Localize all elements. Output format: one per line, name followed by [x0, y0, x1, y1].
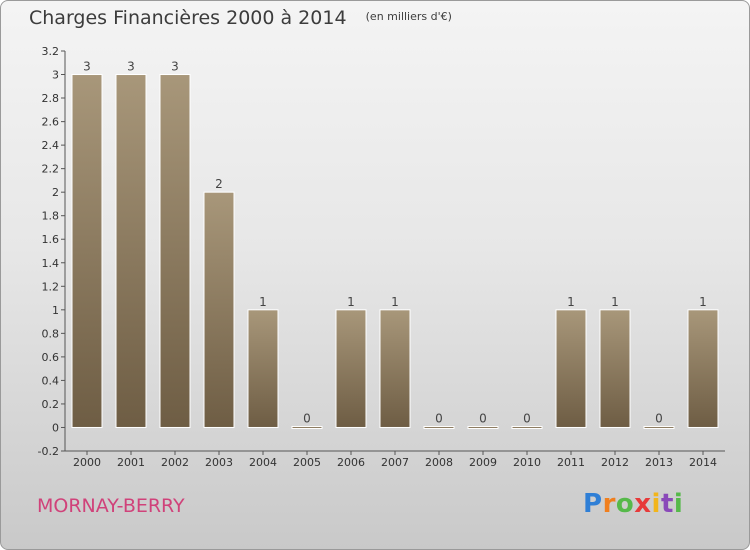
data-label-2008: 0 — [435, 411, 443, 425]
y-tick-label: 3.2 — [42, 45, 60, 58]
y-tick-label: 2.6 — [42, 116, 60, 129]
logo-letter: o — [615, 489, 635, 519]
y-tick-label: 1 — [52, 304, 59, 317]
x-tick-label: 2014 — [689, 456, 717, 469]
x-tick-label: 2010 — [513, 456, 541, 469]
data-label-2014: 1 — [699, 295, 707, 309]
x-tick-label: 2009 — [469, 456, 497, 469]
x-axis: 2000 2001 2002 2003 2004 2005 2006 2007 2008 2009… — [65, 450, 725, 469]
x-tick-label: 2006 — [337, 456, 365, 469]
data-label-2002: 3 — [171, 60, 179, 74]
logo-letter: P — [583, 489, 603, 519]
y-tick-label: 1.4 — [42, 257, 60, 270]
data-label-2009: 0 — [479, 411, 487, 425]
y-tick-label: 2.8 — [42, 92, 60, 105]
data-label-2011: 1 — [567, 295, 575, 309]
data-label-2000: 3 — [83, 60, 91, 74]
bar-2006[interactable] — [335, 309, 367, 428]
bar-2010[interactable] — [511, 425, 543, 429]
x-tick-label: 2007 — [381, 456, 409, 469]
x-tick-label: 2013 — [645, 456, 673, 469]
logo-letter: x — [634, 489, 652, 519]
logo-letter: i — [651, 489, 661, 519]
data-label-2012: 1 — [611, 295, 619, 309]
data-label-2013: 0 — [655, 411, 663, 425]
y-tick-label: 1.8 — [42, 210, 60, 223]
data-label-2003: 2 — [215, 177, 223, 191]
bar-2002[interactable] — [159, 74, 191, 428]
x-tick-label: 2005 — [293, 456, 321, 469]
x-tick-label: 2008 — [425, 456, 453, 469]
y-tick-label: 2 — [52, 186, 59, 199]
bar-2013[interactable] — [643, 425, 675, 429]
y-tick-label: 1.2 — [42, 280, 60, 293]
y-tick-label: 2.4 — [42, 139, 60, 152]
data-label-2004: 1 — [259, 295, 267, 309]
y-tick-label: 2.2 — [42, 163, 60, 176]
data-labels: 3 3 3 2 1 0 1 1 0 0 0 1 1 0 1 — [83, 60, 707, 426]
commune-name: MORNAY-BERRY — [37, 495, 185, 517]
logo-letter: i — [673, 489, 684, 519]
x-tick-label: 2001 — [117, 456, 145, 469]
chart-title: Charges Financières 2000 à 2014 — [29, 7, 347, 29]
bar-2014[interactable] — [687, 309, 719, 428]
title-row: Charges Financières 2000 à 2014 (en mill… — [29, 7, 452, 29]
y-tick-label: 0.2 — [42, 398, 60, 411]
data-label-2010: 0 — [523, 411, 531, 425]
logo-letter: t — [660, 489, 674, 519]
bar-2008[interactable] — [423, 425, 455, 429]
bar-2001[interactable] — [115, 74, 147, 428]
y-tick-label: 3 — [52, 69, 59, 82]
x-tick-label: 2003 — [205, 456, 233, 469]
bar-2004[interactable] — [247, 309, 279, 428]
x-tick-label: 2012 — [601, 456, 629, 469]
y-axis: -0.2 0 0.2 0.4 0.6 0.8 1 1.2 1.4 1.6 1.8 2 2.2 2.4 2.6… — [38, 45, 66, 458]
x-tick-label: 2004 — [249, 456, 277, 469]
chart-subtitle: (en milliers d'€) — [365, 10, 452, 23]
bar-2005[interactable] — [291, 425, 323, 429]
y-tick-label: -0.2 — [38, 445, 59, 458]
y-tick-label: 0.4 — [42, 374, 60, 387]
y-tick-label: 0 — [52, 421, 59, 434]
data-label-2006: 1 — [347, 295, 355, 309]
data-label-2005: 0 — [303, 411, 311, 425]
x-tick-label: 2011 — [557, 456, 585, 469]
data-label-2007: 1 — [391, 295, 399, 309]
data-label-2001: 3 — [127, 60, 135, 74]
y-tick-label: 1.6 — [42, 233, 60, 246]
bar-2003[interactable] — [203, 191, 235, 428]
bar-2007[interactable] — [379, 309, 411, 428]
bar-2012[interactable] — [599, 309, 631, 428]
x-tick-label: 2000 — [73, 456, 101, 469]
bars — [71, 74, 719, 429]
bar-2011[interactable] — [555, 309, 587, 428]
bar-2009[interactable] — [467, 425, 499, 429]
bar-2000[interactable] — [71, 74, 103, 428]
y-tick-label: 0.6 — [42, 351, 60, 364]
x-tick-label: 2002 — [161, 456, 189, 469]
logo-letter: r — [602, 489, 616, 519]
proxiti-logo[interactable]: Proxiti — [583, 489, 683, 519]
y-tick-label: 0.8 — [42, 327, 60, 340]
